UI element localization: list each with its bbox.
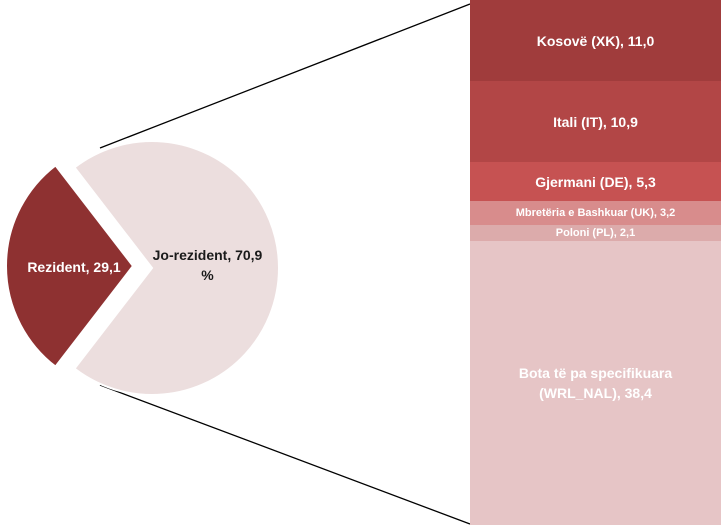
connector-line <box>99 384 471 525</box>
segment-label: Gjermani (DE), 5,3 <box>535 173 656 190</box>
slice-label: Rezident, 29,1 <box>27 259 121 275</box>
bar-segment: Kosovë (XK), 11,0 <box>470 0 721 82</box>
pie-slice <box>73 140 280 396</box>
segment-label: Poloni (PL), 2,1 <box>555 226 636 239</box>
bar-segment: Mbretëria e Bashkuar (UK), 3,2 <box>470 201 721 226</box>
pie-slice <box>5 164 135 368</box>
segment-label: Kosovë (XK), 11,0 <box>536 32 655 49</box>
bar-segment: Poloni (PL), 2,1 <box>470 225 721 241</box>
segment-label: Bota të pa specifikuara (WRL_NAL), 38,4 <box>518 364 673 401</box>
bar-segment: Bota të pa specifikuara (WRL_NAL), 38,4 <box>470 240 721 525</box>
segment-label: Mbretëria e Bashkuar (UK), 3,2 <box>515 207 676 220</box>
bar-segment: Gjermani (DE), 5,3 <box>470 162 721 202</box>
connector-line <box>99 3 471 149</box>
segment-label: Itali (IT), 10,9 <box>553 113 638 130</box>
slice-label: Jo-rezident, 70,9 % <box>152 247 263 283</box>
bar-segment: Itali (IT), 10,9 <box>470 81 721 163</box>
